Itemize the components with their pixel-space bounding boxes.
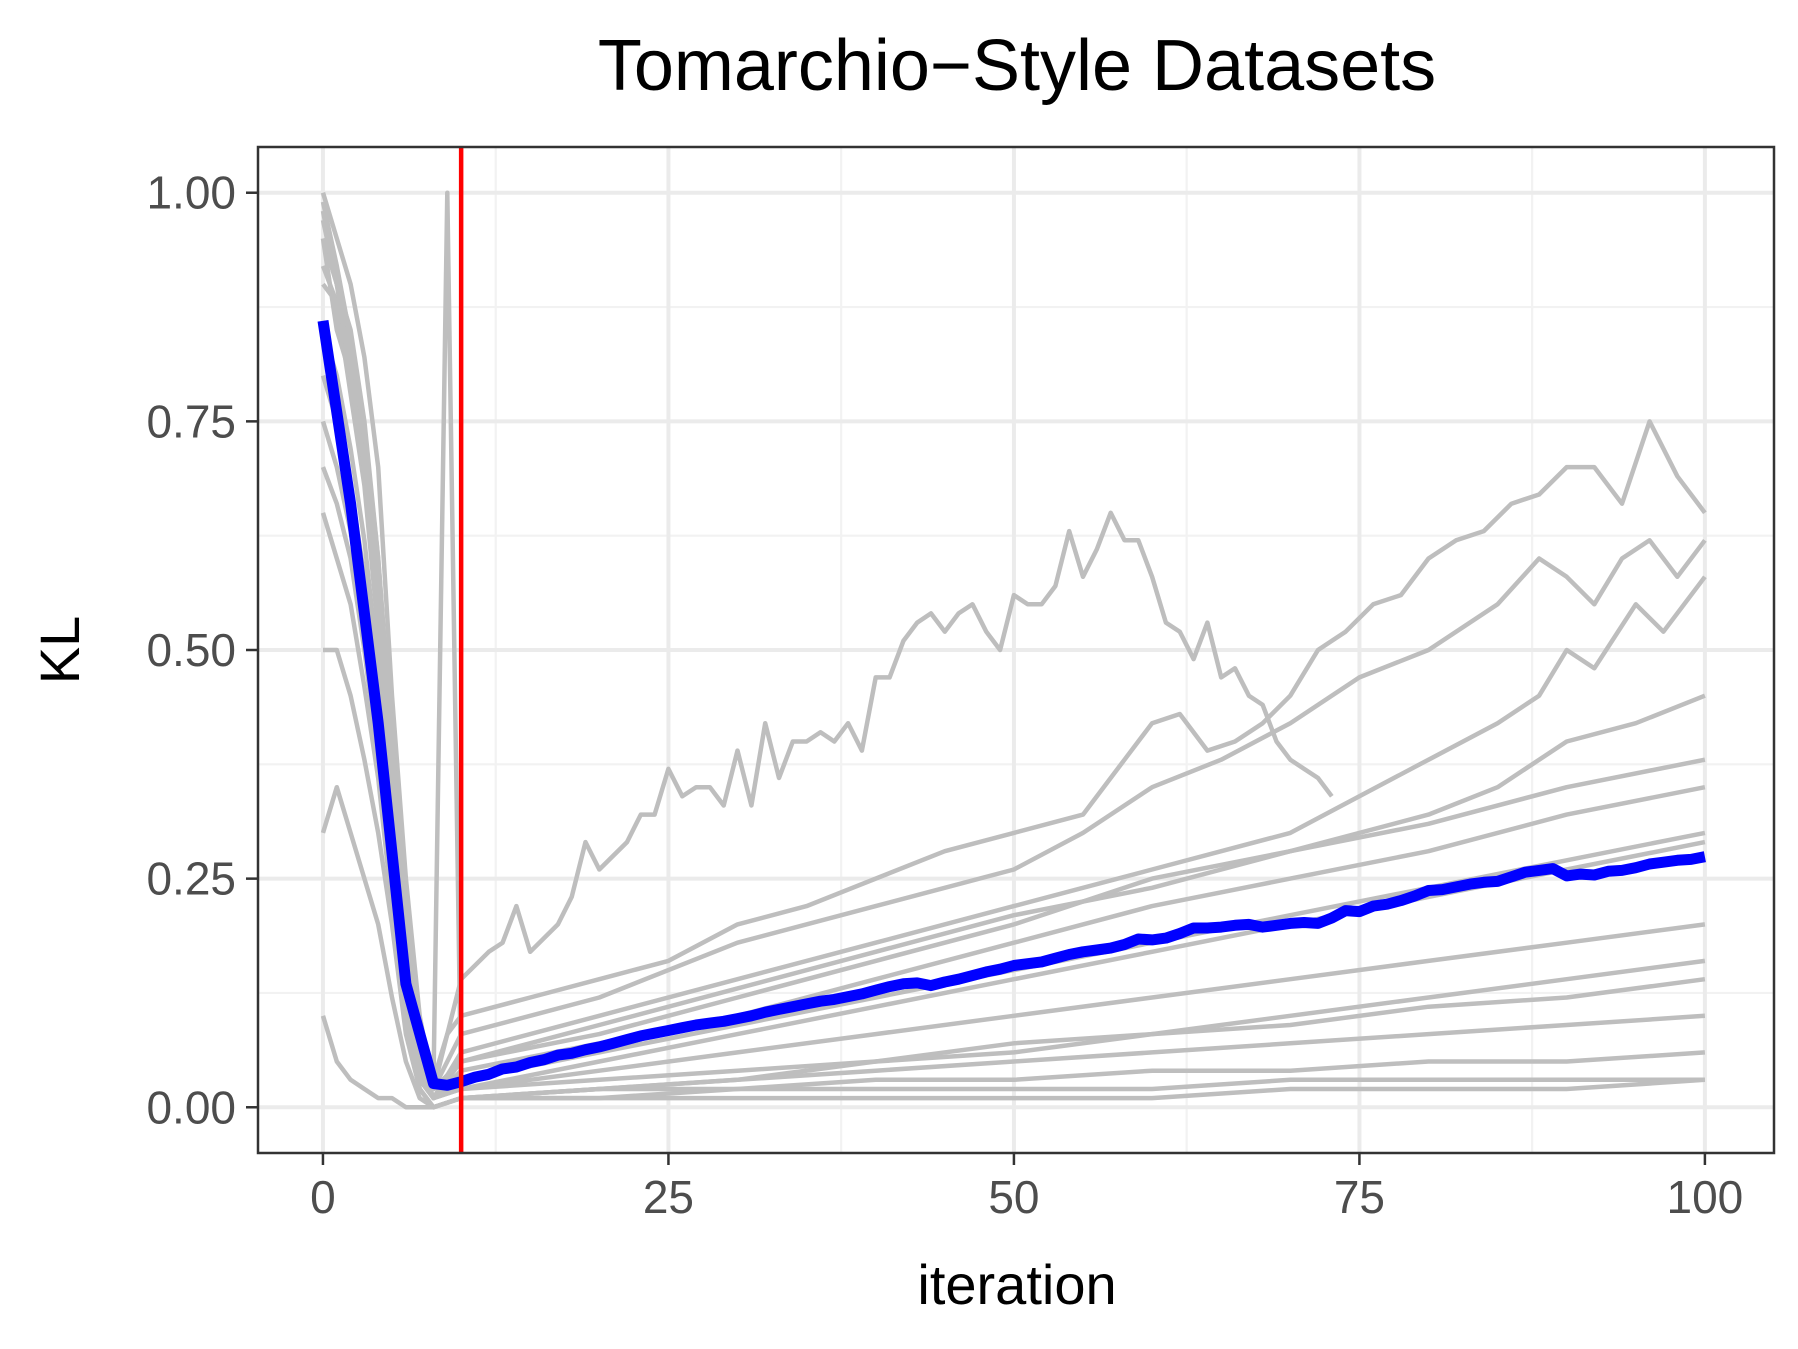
mean-layer (317, 319, 1706, 1091)
x-tick-label: 75 (1334, 1171, 1385, 1223)
x-tick-label: 0 (310, 1171, 336, 1223)
grid (258, 147, 1774, 1153)
series-line-individual (320, 192, 1334, 1092)
x-tick-label: 100 (1667, 1171, 1744, 1223)
y-axis: 0.00 0.25 0.50 0.75 1.00 (146, 167, 258, 1133)
y-tick-label: 0.25 (146, 853, 236, 905)
x-tick-label: 50 (988, 1171, 1039, 1223)
y-axis-title: KL (28, 616, 91, 685)
y-tick-label: 1.00 (146, 167, 236, 219)
series-line-mean (317, 319, 1706, 1091)
x-axis: 0 25 50 75 100 (310, 1153, 1743, 1223)
x-tick-label: 25 (643, 1171, 694, 1223)
y-tick-label: 0.75 (146, 395, 236, 447)
y-tick-label: 0.50 (146, 624, 236, 676)
x-axis-title: iteration (917, 1253, 1116, 1316)
chart-title: Tomarchio−Style Datasets (598, 26, 1436, 106)
y-tick-label: 0.00 (146, 1081, 236, 1133)
